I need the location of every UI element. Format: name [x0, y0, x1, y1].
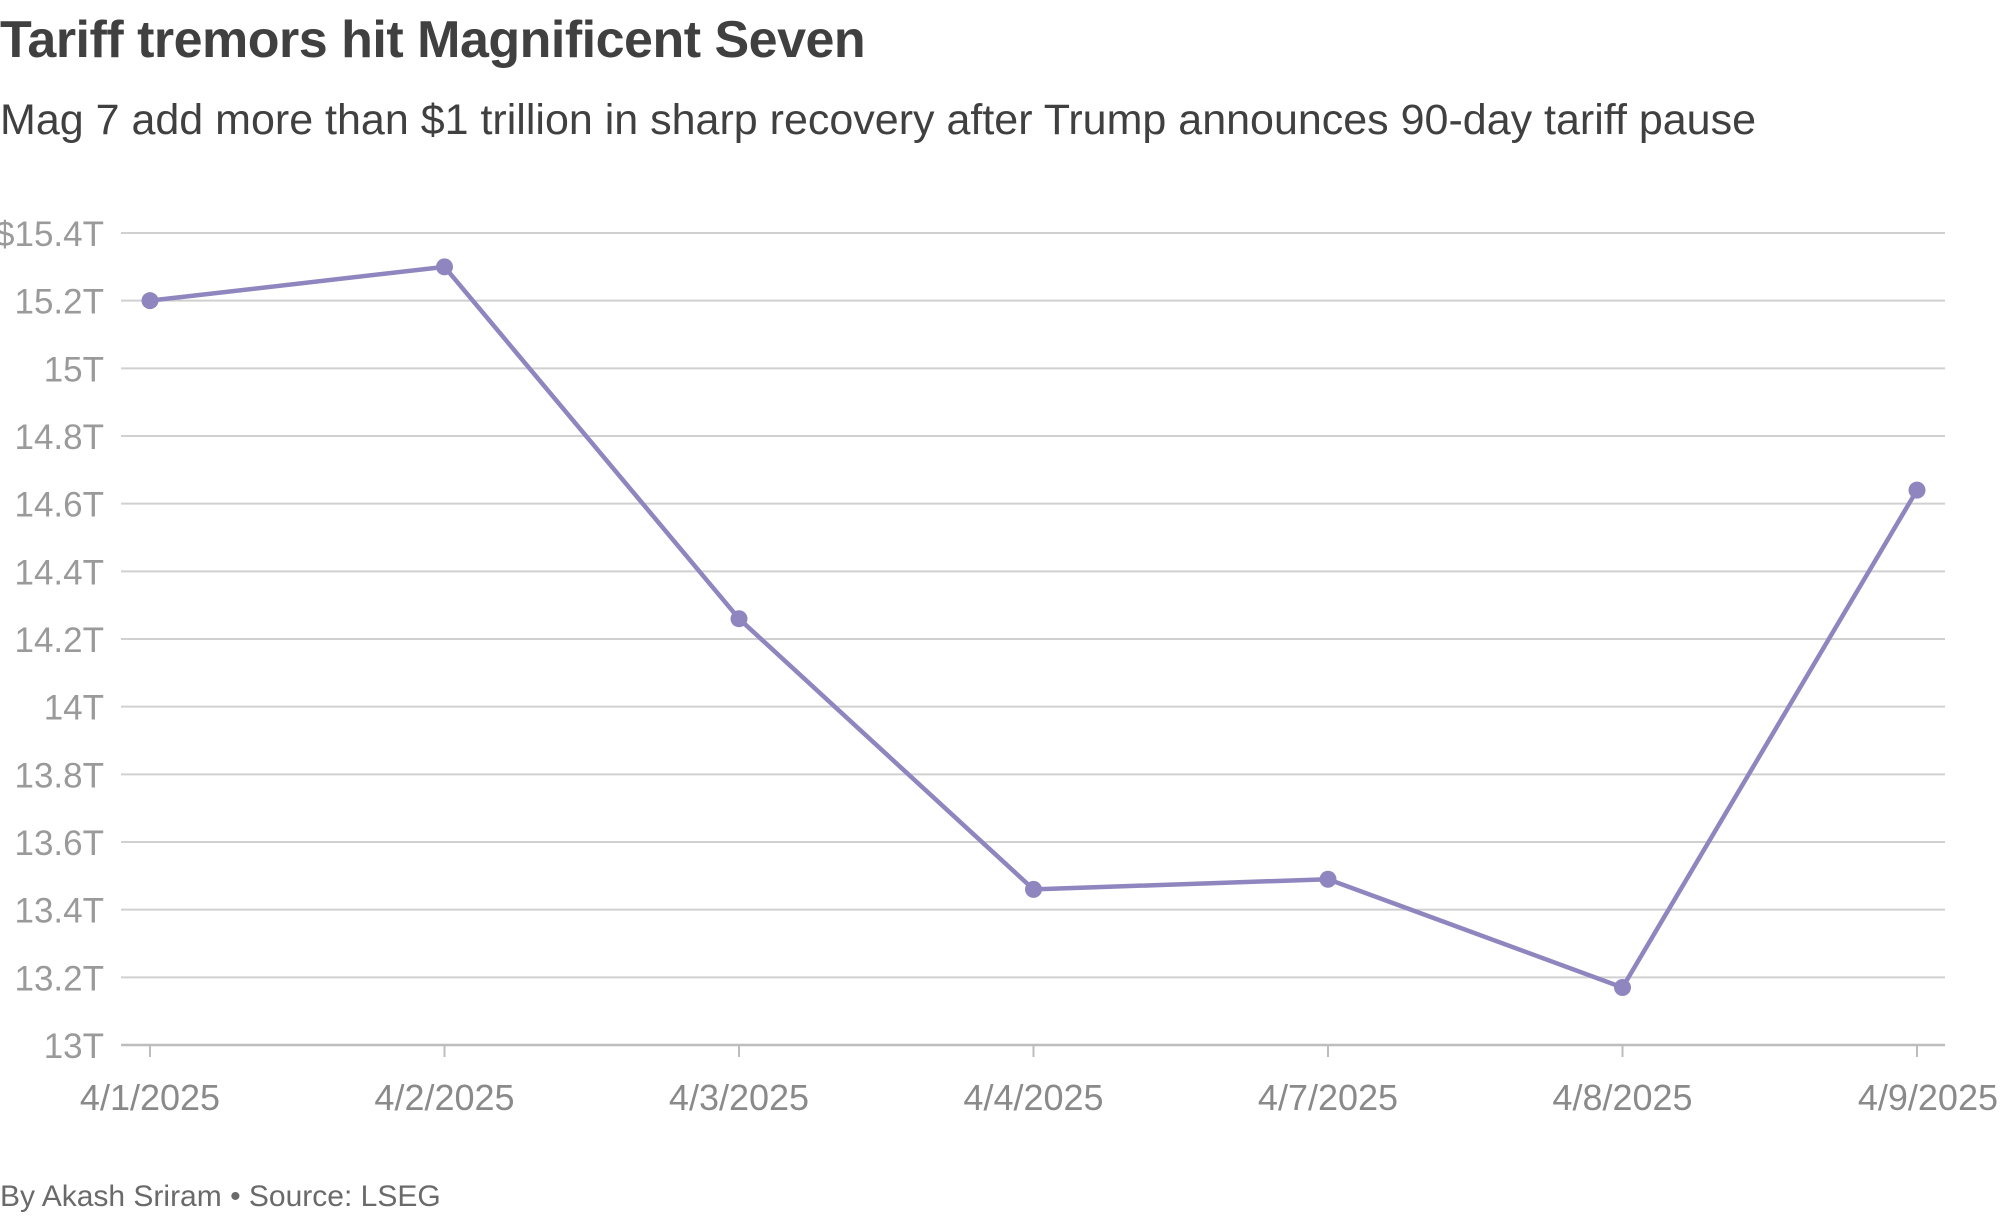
x-tick-label: 4/3/2025 [669, 1077, 809, 1118]
chart-subtitle: Mag 7 add more than $1 trillion in sharp… [0, 96, 1757, 144]
y-tick-label: 14.8T [15, 418, 105, 457]
y-tick-label: 13.2T [15, 959, 105, 998]
series-line [147, 264, 1920, 990]
y-tick-label: 15T [44, 350, 104, 389]
series-layer [141, 258, 1926, 996]
data-point[interactable] [1319, 870, 1337, 888]
y-tick-label: 14.4T [15, 553, 105, 592]
y-tick-label: 15.2T [15, 283, 105, 322]
data-point[interactable] [1025, 880, 1042, 898]
y-tick-label: 13.8T [15, 756, 105, 795]
chart-title: Tariff tremors hit Magnificent Seven [0, 11, 866, 69]
x-tick-label: 4/9/2025 [1858, 1077, 1998, 1118]
x-tick-label: 4/2/2025 [374, 1077, 514, 1118]
data-point[interactable] [1614, 978, 1631, 996]
x-tick-label: 4/1/2025 [80, 1077, 220, 1118]
x-tick-label: 4/7/2025 [1258, 1077, 1398, 1118]
data-point[interactable] [730, 610, 748, 628]
data-point[interactable] [436, 258, 453, 276]
y-tick-label: 14.6T [15, 486, 105, 525]
chart-area: 13T 13.2T 13.4T 13.6T 13.8T 14T 14.2T 14.4T 14.6… [0, 200, 2000, 1135]
data-point[interactable] [141, 292, 159, 310]
x-tick-labels: 4/1/2025 4/2/2025 4/3/2025 4/4/2025 4/7/2025… [80, 1045, 1998, 1118]
y-tick-label: 14T [44, 689, 104, 728]
y-tick-label: $15.4T [0, 215, 104, 254]
x-tick-label: 4/4/2025 [963, 1077, 1103, 1118]
data-point[interactable] [1908, 481, 1926, 499]
y-tick-label: 13T [44, 1027, 104, 1066]
y-tick-label: 13.4T [15, 892, 105, 931]
y-tick-label: 14.2T [15, 621, 105, 660]
line-chart: 13T 13.2T 13.4T 13.6T 13.8T 14T 14.2T 14.4T 14.6… [0, 215, 1998, 1118]
grid-layer [121, 232, 1945, 1047]
x-tick-label: 4/8/2025 [1552, 1077, 1692, 1118]
y-tick-labels: 13T 13.2T 13.4T 13.6T 13.8T 14T 14.2T 14.4T 14.6… [0, 215, 104, 1066]
footer-credit: By Akash Sriram • Source: LSEG [0, 1180, 441, 1213]
y-tick-label: 13.6T [15, 824, 105, 863]
